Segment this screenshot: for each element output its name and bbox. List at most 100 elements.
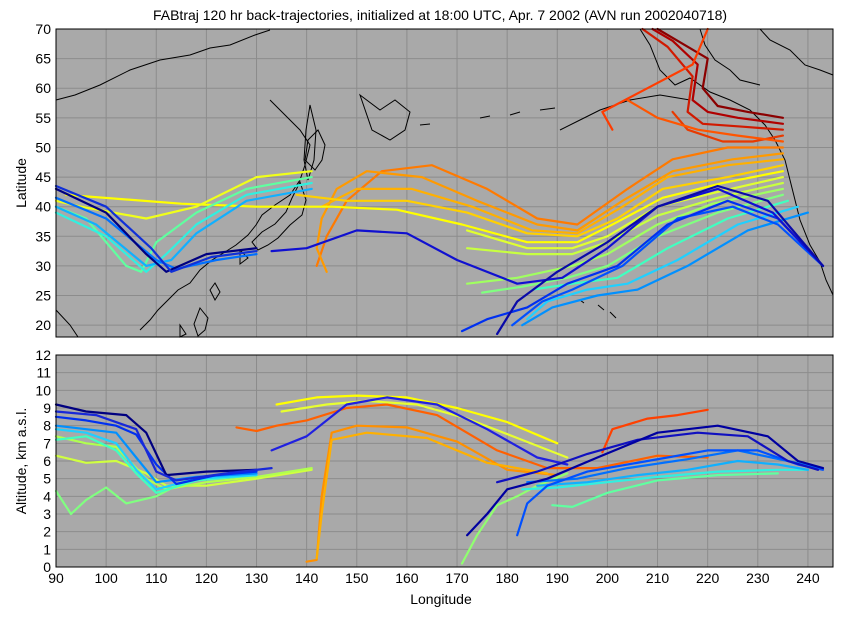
map-panel: 20 25 30 35 40 45 50 55 60 65 70 Latitude <box>13 21 834 338</box>
map-y-axis-label: Latitude <box>13 158 29 208</box>
map-trajectory-line <box>466 187 784 285</box>
altitude-y-tick-label: 1 <box>43 541 51 557</box>
altitude-trajectory-line <box>54 410 273 482</box>
x-tick-label: 140 <box>295 570 319 586</box>
map-y-tick-label: 25 <box>35 288 51 304</box>
map-trajectory-line <box>526 205 799 321</box>
altitude-y-tick-label: 12 <box>35 347 51 363</box>
altitude-trajectory-line <box>235 403 709 470</box>
map-y-tick-labels: 20 25 30 35 40 45 50 55 60 65 70 <box>35 21 51 333</box>
chart-title: FABtraj 120 hr back-trajectories, initia… <box>153 7 727 23</box>
altitude-y-axis-label: Altitude, km a.s.l. <box>13 408 29 515</box>
altitude-trajectory-line <box>551 472 779 508</box>
map-trajectory-line <box>270 187 825 285</box>
altitude-trajectories <box>54 394 825 565</box>
altitude-y-tick-label: 2 <box>43 524 51 540</box>
x-tick-label: 240 <box>796 570 820 586</box>
x-tick-label: 150 <box>345 570 369 586</box>
map-y-tick-label: 55 <box>35 110 51 126</box>
x-tick-label: 200 <box>596 570 620 586</box>
x-tick-label: 110 <box>145 570 168 586</box>
map-y-tick-label: 40 <box>35 199 51 215</box>
altitude-trajectory-line <box>466 424 825 537</box>
altitude-panel-frame <box>55 354 834 568</box>
map-panel-frame <box>55 28 834 338</box>
map-trajectory-line <box>54 184 258 273</box>
map-y-tick-label: 20 <box>35 317 51 333</box>
altitude-trajectory-line <box>54 435 313 491</box>
altitude-y-tick-label: 8 <box>43 418 51 434</box>
altitude-y-tick-label: 6 <box>43 453 51 469</box>
north-america-coastline <box>639 28 834 296</box>
altitude-trajectory-line <box>496 431 820 484</box>
altitude-trajectory-line <box>275 394 559 445</box>
altitude-trajectory-line <box>54 454 313 487</box>
map-trajectory-line <box>460 199 825 333</box>
x-tick-label: 120 <box>195 570 219 586</box>
altitude-trajectory-line <box>54 403 258 477</box>
sakhalin-coastline <box>303 104 317 181</box>
altitude-trajectory-line <box>460 472 569 565</box>
x-tick-label: 220 <box>696 570 720 586</box>
map-trajectory-line <box>320 158 784 235</box>
map-y-tick-label: 65 <box>35 51 51 67</box>
coastline-outlines <box>55 28 834 338</box>
map-y-tick-label: 45 <box>35 169 51 185</box>
map-y-tick-label: 50 <box>35 139 51 155</box>
map-trajectory-line <box>54 187 258 273</box>
kamchatka-coastline <box>304 93 411 171</box>
asia-coastline <box>55 29 311 338</box>
map-trajectory-line <box>54 187 313 267</box>
altitude-y-tick-label: 10 <box>35 382 51 398</box>
taiwan-coastline <box>209 282 221 302</box>
altitude-trajectory-line <box>315 431 549 560</box>
x-tick-label: 100 <box>94 570 118 586</box>
x-tick-label: 210 <box>646 570 670 586</box>
map-trajectory-line <box>641 27 784 131</box>
map-trajectories <box>54 27 825 336</box>
map-trajectory-line <box>511 205 825 327</box>
map-panel-background <box>56 29 833 337</box>
x-tick-label: 90 <box>48 570 64 586</box>
x-tick-label: 130 <box>245 570 269 586</box>
aleutian-islands <box>419 107 556 126</box>
altitude-trajectory-line <box>54 479 188 516</box>
altitude-trajectory-line <box>521 468 809 491</box>
altitude-trajectory-line <box>601 408 709 454</box>
map-trajectory-line <box>601 27 709 131</box>
map-y-tick-label: 30 <box>35 258 51 274</box>
map-y-tick-label: 60 <box>35 80 51 96</box>
x-tick-label: 190 <box>546 570 570 586</box>
map-trajectory-line <box>315 152 784 273</box>
altitude-trajectory-line <box>270 396 569 466</box>
altitude-trajectory-line <box>536 459 809 487</box>
map-trajectory-line <box>295 164 784 238</box>
altitude-y-tick-label: 5 <box>43 471 51 487</box>
x-tick-label: 230 <box>746 570 770 586</box>
x-tick-label: 170 <box>445 570 469 586</box>
map-trajectory-line <box>54 181 313 273</box>
altitude-y-tick-label: 11 <box>36 365 51 381</box>
altitude-y-tick-label: 0 <box>43 559 51 575</box>
altitude-y-tick-label: 4 <box>43 488 51 504</box>
x-tick-label: 180 <box>495 570 519 586</box>
philippines-coastline <box>179 307 209 338</box>
x-axis-label: Longitude <box>410 591 472 607</box>
map-trajectory-line <box>466 176 784 250</box>
altitude-x-tick-labels: 90 100 110 120 130 140 150 160 170 180 190 200 210 22… <box>48 570 820 586</box>
altitude-y-tick-label: 7 <box>43 435 51 451</box>
map-y-tick-label: 70 <box>35 21 51 37</box>
x-tick-label: 160 <box>395 570 419 586</box>
map-trajectory-line <box>481 193 784 294</box>
map-trajectory-line <box>64 170 784 244</box>
map-trajectory-line <box>656 27 784 119</box>
altitude-trajectory-line <box>280 399 569 459</box>
altitude-y-tick-label: 9 <box>43 400 51 416</box>
map-trajectory-line <box>521 211 809 327</box>
map-trajectory-line <box>651 27 784 125</box>
altitude-y-tick-label: 3 <box>43 506 51 522</box>
map-trajectory-line <box>626 99 784 143</box>
map-y-tick-label: 35 <box>35 228 51 244</box>
